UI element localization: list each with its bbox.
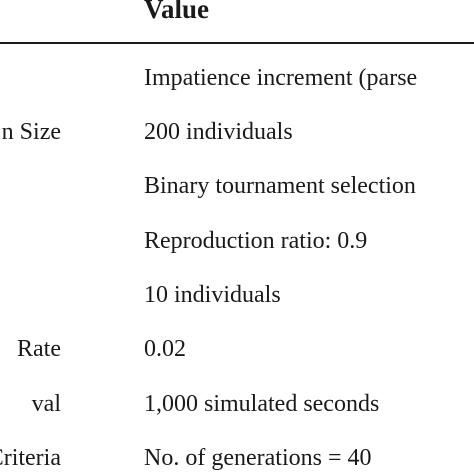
table-row: Binary tournament selection	[0, 166, 474, 206]
table-header: Value	[0, 0, 474, 42]
table-row: 10 individuals	[0, 275, 474, 315]
value-cell: 10 individuals	[144, 282, 281, 308]
parameter-cell: n Size	[1, 119, 61, 145]
table-row: n Size 200 individuals	[0, 112, 474, 152]
value-cell: Impatience increment (parse	[144, 65, 418, 91]
header-rule	[0, 42, 474, 44]
table-row: val 1,000 simulated seconds	[0, 384, 474, 424]
value-cell: 0.02	[144, 336, 186, 362]
parameter-cell: on Criteria	[0, 445, 61, 471]
value-cell: 1,000 simulated seconds	[144, 391, 380, 417]
value-cell: No. of generations = 40	[144, 445, 372, 471]
table-row: on Criteria No. of generations = 40	[0, 438, 474, 474]
parameter-cell: val	[31, 391, 61, 417]
table-row: Rate 0.02	[0, 329, 474, 369]
table-row: Impatience increment (parse	[0, 58, 474, 98]
parameter-cell: Rate	[17, 336, 61, 362]
value-column-header: Value	[144, 0, 210, 24]
value-cell: 200 individuals	[144, 119, 293, 145]
table-row: Reproduction ratio: 0.9	[0, 221, 474, 261]
value-cell: Reproduction ratio: 0.9	[144, 228, 368, 254]
value-cell: Binary tournament selection	[144, 173, 416, 199]
